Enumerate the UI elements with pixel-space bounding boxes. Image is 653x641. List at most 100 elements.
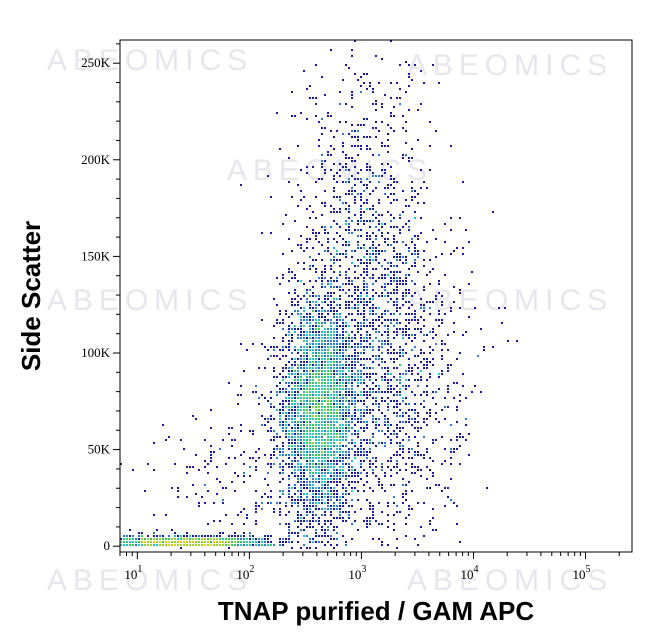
event-point — [435, 412, 437, 414]
event-point — [321, 160, 323, 162]
event-point — [285, 514, 287, 516]
event-point — [324, 271, 326, 273]
event-point — [327, 358, 329, 360]
event-point — [420, 316, 422, 318]
event-point — [441, 370, 443, 372]
event-point — [291, 505, 293, 507]
event-point — [375, 355, 377, 357]
event-point — [345, 229, 347, 231]
event-point — [300, 403, 302, 405]
event-point — [321, 382, 323, 384]
event-point — [276, 502, 278, 504]
event-point — [315, 325, 317, 327]
event-point — [393, 256, 395, 258]
event-point — [264, 541, 266, 543]
event-point — [270, 502, 272, 504]
event-point — [306, 511, 308, 513]
event-point — [294, 325, 296, 327]
event-point — [318, 463, 320, 465]
event-point — [363, 448, 365, 450]
event-point — [303, 439, 305, 441]
event-point — [315, 115, 317, 117]
event-point — [309, 394, 311, 396]
event-point — [360, 391, 362, 393]
event-point — [306, 88, 308, 90]
event-point — [315, 502, 317, 504]
event-point — [129, 538, 131, 540]
event-point — [360, 220, 362, 222]
event-point — [312, 541, 314, 543]
event-point — [387, 436, 389, 438]
event-point — [402, 241, 404, 243]
event-point — [354, 202, 356, 204]
event-point — [300, 406, 302, 408]
event-point — [288, 391, 290, 393]
event-point — [267, 544, 269, 546]
event-point — [312, 517, 314, 519]
event-point — [414, 292, 416, 294]
event-point — [285, 382, 287, 384]
event-point — [426, 418, 428, 420]
event-point — [321, 127, 323, 129]
event-point — [327, 487, 329, 489]
event-point — [303, 469, 305, 471]
event-point — [420, 298, 422, 300]
event-point — [372, 391, 374, 393]
event-point — [129, 535, 131, 537]
event-point — [390, 346, 392, 348]
event-point — [366, 286, 368, 288]
event-point — [297, 337, 299, 339]
event-point — [369, 256, 371, 258]
event-point — [360, 199, 362, 201]
event-point — [138, 544, 140, 546]
event-point — [324, 229, 326, 231]
event-point — [288, 403, 290, 405]
event-point — [270, 232, 272, 234]
event-point — [354, 184, 356, 186]
event-point — [219, 532, 221, 534]
event-point — [297, 370, 299, 372]
event-point — [372, 88, 374, 90]
event-point — [396, 427, 398, 429]
event-point — [348, 190, 350, 192]
event-point — [294, 460, 296, 462]
event-point — [315, 310, 317, 312]
event-point — [330, 544, 332, 546]
event-point — [390, 469, 392, 471]
event-point — [408, 505, 410, 507]
event-point — [288, 523, 290, 525]
event-point — [312, 499, 314, 501]
event-point — [357, 448, 359, 450]
event-point — [342, 325, 344, 327]
event-point — [393, 292, 395, 294]
event-point — [297, 349, 299, 351]
event-point — [363, 388, 365, 390]
event-point — [318, 442, 320, 444]
event-point — [426, 334, 428, 336]
event-point — [417, 451, 419, 453]
event-point — [345, 520, 347, 522]
event-point — [375, 520, 377, 522]
event-point — [387, 430, 389, 432]
event-point — [327, 484, 329, 486]
event-point — [348, 169, 350, 171]
event-point — [276, 304, 278, 306]
event-point — [333, 442, 335, 444]
event-point — [336, 460, 338, 462]
event-point — [411, 295, 413, 297]
event-point — [348, 511, 350, 513]
event-point — [309, 205, 311, 207]
event-point — [339, 343, 341, 345]
event-point — [303, 508, 305, 510]
event-point — [282, 460, 284, 462]
event-point — [348, 157, 350, 159]
event-point — [333, 358, 335, 360]
event-point — [300, 496, 302, 498]
event-point — [327, 478, 329, 480]
event-point — [318, 496, 320, 498]
event-point — [339, 265, 341, 267]
event-point — [372, 421, 374, 423]
event-point — [402, 127, 404, 129]
event-point — [348, 205, 350, 207]
event-point — [261, 415, 263, 417]
